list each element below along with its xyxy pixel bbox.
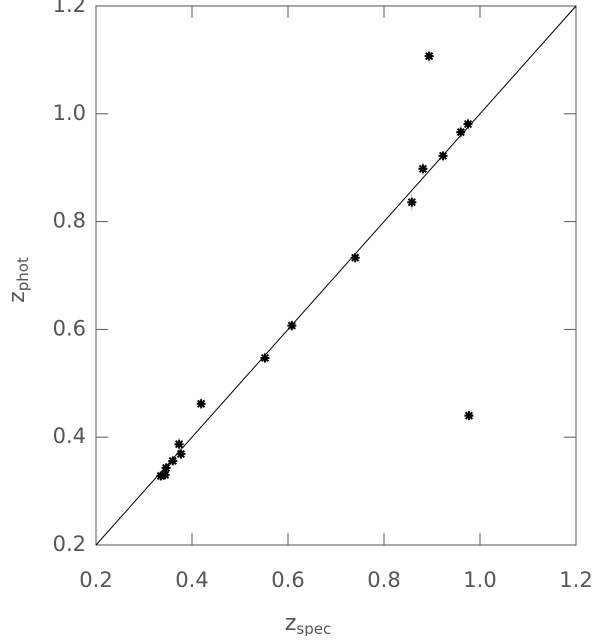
x-tick-label: 1.2 bbox=[559, 568, 592, 592]
x-label-main: z bbox=[285, 611, 297, 636]
point bbox=[160, 470, 170, 480]
y-label-main: z bbox=[5, 291, 30, 303]
point bbox=[196, 399, 206, 409]
y-axis-label: zphot bbox=[5, 257, 32, 303]
x-tick-label: 0.8 bbox=[367, 568, 400, 592]
identity-line bbox=[95, 5, 577, 546]
y-tick-label: 1.2 bbox=[53, 0, 86, 17]
point bbox=[438, 151, 448, 161]
y-tick-label: 0.4 bbox=[53, 424, 86, 448]
point bbox=[418, 164, 428, 174]
y-tick-label: 1.0 bbox=[53, 101, 86, 125]
x-tick-label: 0.2 bbox=[79, 568, 112, 592]
y-tick-label: 0.2 bbox=[53, 532, 86, 556]
point bbox=[156, 471, 166, 481]
point bbox=[456, 127, 466, 137]
x-axis-label: zspec bbox=[285, 611, 331, 636]
point bbox=[350, 253, 360, 263]
x-tick-label: 1.0 bbox=[463, 568, 496, 592]
point bbox=[174, 439, 184, 449]
x-tick-label: 0.4 bbox=[175, 568, 208, 592]
point bbox=[161, 463, 171, 473]
y-label-sub: phot bbox=[14, 257, 32, 291]
point bbox=[168, 456, 178, 466]
y-tick-label: 0.6 bbox=[53, 316, 86, 340]
point bbox=[424, 51, 434, 61]
x-label-sub: spec bbox=[296, 620, 331, 637]
point bbox=[176, 449, 186, 459]
point bbox=[407, 197, 417, 207]
point bbox=[260, 353, 270, 363]
plot-frame bbox=[95, 5, 577, 546]
x-tick-label: 0.6 bbox=[271, 568, 304, 592]
point bbox=[287, 321, 297, 331]
point bbox=[463, 119, 473, 129]
y-tick-label: 0.8 bbox=[53, 209, 86, 233]
point bbox=[464, 411, 474, 421]
